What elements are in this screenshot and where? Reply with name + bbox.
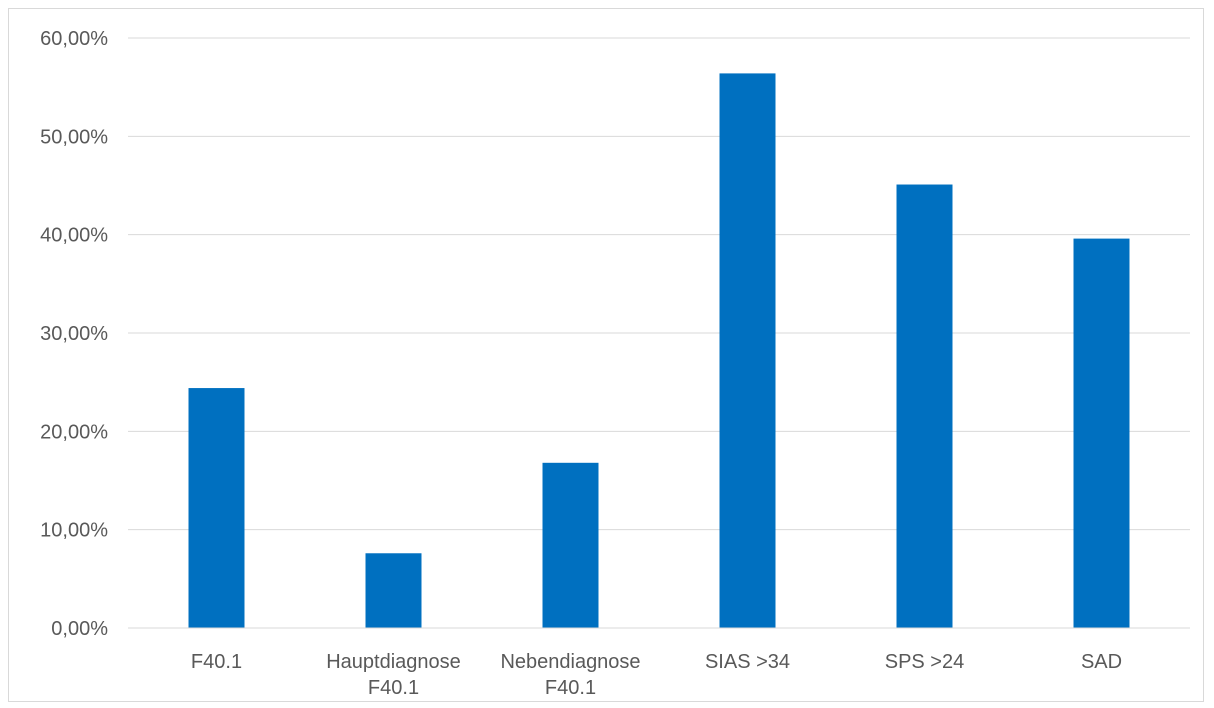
bar [896,184,953,628]
y-tick-label: 20,00% [40,421,108,443]
y-tick-label: 0,00% [51,618,108,640]
bar [719,73,776,628]
x-tick-label: SPS >24 [885,651,965,673]
y-tick-label: 30,00% [40,323,108,345]
y-tick-label: 60,00% [40,28,108,50]
y-tick-label: 40,00% [40,225,108,247]
x-tick-label: F40.1 [191,651,242,673]
bar [1073,238,1130,628]
bar [365,553,422,628]
bar [188,388,245,628]
x-axis-tick-labels: F40.1 Hauptdiagnose F40.1 Nebendiagnose F40.… [191,651,1122,699]
x-tick-label: Nebendiagnose F40.1 [500,651,640,699]
x-tick-label: SAD [1081,651,1122,673]
x-tick-label: SIAS >34 [705,651,790,673]
gridlines [128,37,1190,531]
y-axis-tick-labels: 0,00% 10,00% 20,00% 30,00% 40,00% 50,00% 60,00… [40,28,108,640]
y-tick-label: 50,00% [40,126,108,148]
bars [188,73,1130,628]
bar [542,462,599,628]
x-tick-label: Hauptdiagnose F40.1 [326,651,461,699]
y-tick-label: 10,00% [40,520,108,542]
